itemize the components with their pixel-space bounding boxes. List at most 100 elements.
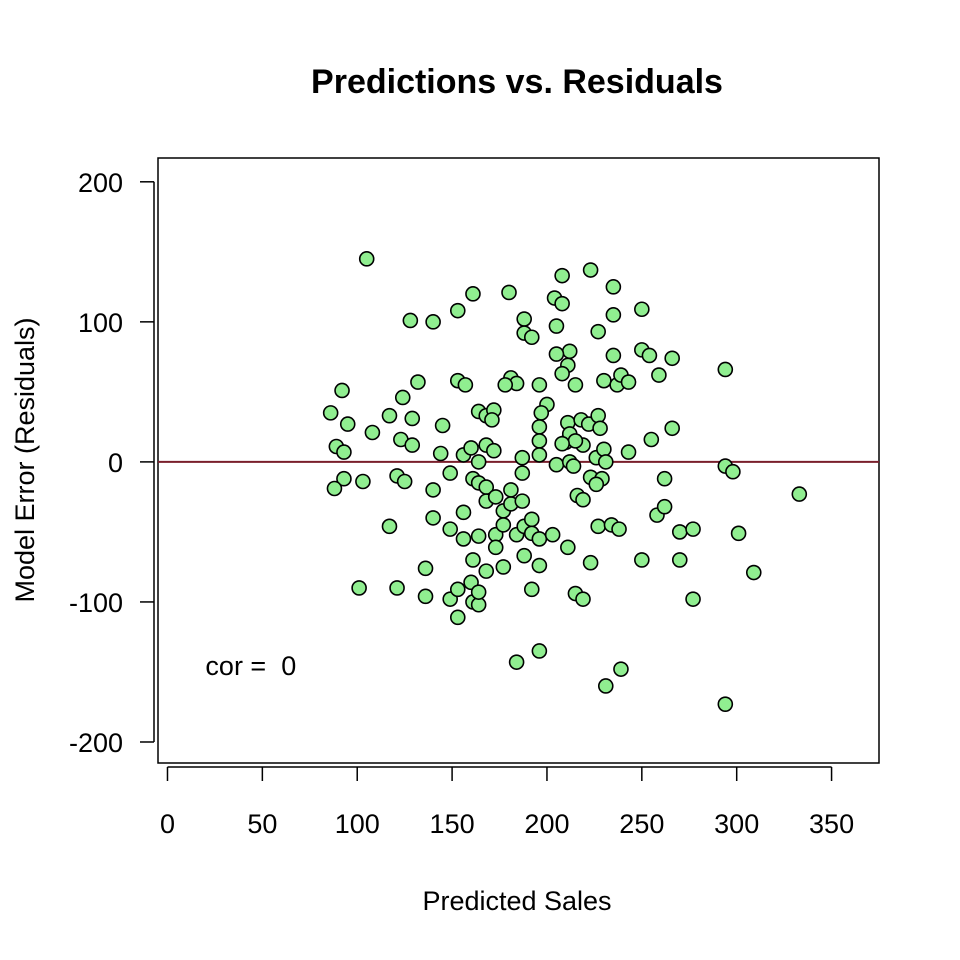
y-tick-label: 100 — [78, 308, 123, 338]
data-point — [664, 420, 680, 437]
y-tick-label: -100 — [69, 588, 123, 618]
data-point — [457, 377, 474, 393]
data-point — [404, 437, 421, 453]
data-point — [523, 581, 540, 598]
data-point — [326, 480, 343, 497]
data-point — [336, 444, 352, 460]
x-tick-label: 300 — [714, 809, 759, 839]
data-point — [531, 419, 548, 435]
data-point — [582, 262, 599, 278]
data-point — [484, 412, 500, 428]
data-point — [508, 654, 525, 670]
data-point — [455, 504, 472, 521]
data-point — [548, 346, 565, 362]
data-point — [434, 417, 451, 434]
x-tick-label: 150 — [430, 809, 475, 839]
data-point — [463, 440, 479, 456]
data-point — [548, 318, 565, 334]
y-tick-label: 200 — [78, 168, 123, 198]
data-point — [725, 463, 741, 480]
data-point — [605, 347, 622, 364]
data-point — [567, 377, 584, 393]
data-point — [425, 510, 441, 526]
data-point — [531, 557, 548, 574]
data-point — [381, 407, 398, 424]
correlation-annotation: cor = 0 — [205, 651, 296, 681]
data-point — [597, 454, 614, 470]
data-point — [455, 531, 472, 547]
data-point — [554, 365, 570, 382]
x-tick-label: 200 — [524, 809, 569, 839]
data-point — [322, 405, 339, 421]
data-point — [334, 382, 350, 399]
data-point — [449, 609, 466, 626]
x-tick-label: 50 — [247, 809, 277, 839]
data-point — [588, 476, 605, 493]
data-point — [470, 528, 487, 544]
data-point — [389, 580, 405, 596]
points-layer — [322, 251, 808, 712]
data-point — [685, 591, 701, 607]
data-point — [685, 521, 701, 537]
data-point — [358, 251, 375, 267]
data-point — [554, 295, 570, 312]
data-point — [717, 361, 734, 378]
data-point — [560, 539, 576, 556]
data-point — [355, 473, 371, 490]
data-point — [336, 470, 352, 487]
data-point — [487, 539, 504, 556]
data-point — [531, 643, 548, 659]
data-point — [410, 374, 426, 390]
data-point — [351, 580, 367, 596]
data-point — [514, 493, 531, 509]
data-point — [544, 526, 561, 543]
data-point — [671, 552, 688, 568]
data-point — [396, 473, 413, 490]
data-point — [634, 301, 650, 318]
data-point — [597, 678, 614, 694]
data-point — [501, 284, 517, 301]
data-point — [449, 302, 466, 319]
data-point — [791, 486, 808, 502]
data-point — [613, 661, 629, 677]
data-point — [582, 554, 599, 571]
data-point — [425, 482, 441, 498]
data-point — [605, 279, 622, 295]
data-point — [404, 410, 421, 427]
data-point — [548, 456, 565, 473]
data-point — [487, 489, 504, 505]
data-point — [531, 447, 548, 463]
data-point — [643, 431, 660, 448]
data-point — [514, 465, 531, 481]
data-point — [592, 420, 608, 437]
data-point — [567, 433, 584, 449]
data-point — [516, 311, 532, 327]
data-point — [465, 286, 481, 302]
data-point — [531, 433, 548, 449]
data-point — [531, 531, 548, 547]
data-point — [605, 307, 622, 323]
data-point — [590, 407, 606, 424]
data-point — [531, 377, 548, 393]
data-point — [339, 416, 356, 432]
data-point — [478, 563, 495, 579]
y-axis: -200 -100 0 100 200 — [69, 168, 155, 758]
data-point — [470, 454, 487, 470]
data-point — [364, 424, 381, 441]
data-point — [417, 560, 434, 577]
data-point — [402, 312, 419, 329]
data-point — [664, 350, 680, 367]
data-point — [503, 482, 519, 498]
data-point — [596, 372, 612, 389]
data-point — [671, 524, 688, 540]
y-tick-label: -200 — [69, 728, 123, 758]
data-point — [575, 591, 591, 607]
data-point — [611, 521, 627, 537]
data-point — [486, 442, 502, 459]
data-point — [554, 435, 570, 452]
y-tick-label: 0 — [108, 448, 123, 478]
data-point — [656, 470, 673, 487]
x-axis: 0 50 100 150 200 250 300 350 — [160, 766, 854, 839]
data-point — [656, 498, 673, 515]
data-point — [381, 518, 398, 535]
